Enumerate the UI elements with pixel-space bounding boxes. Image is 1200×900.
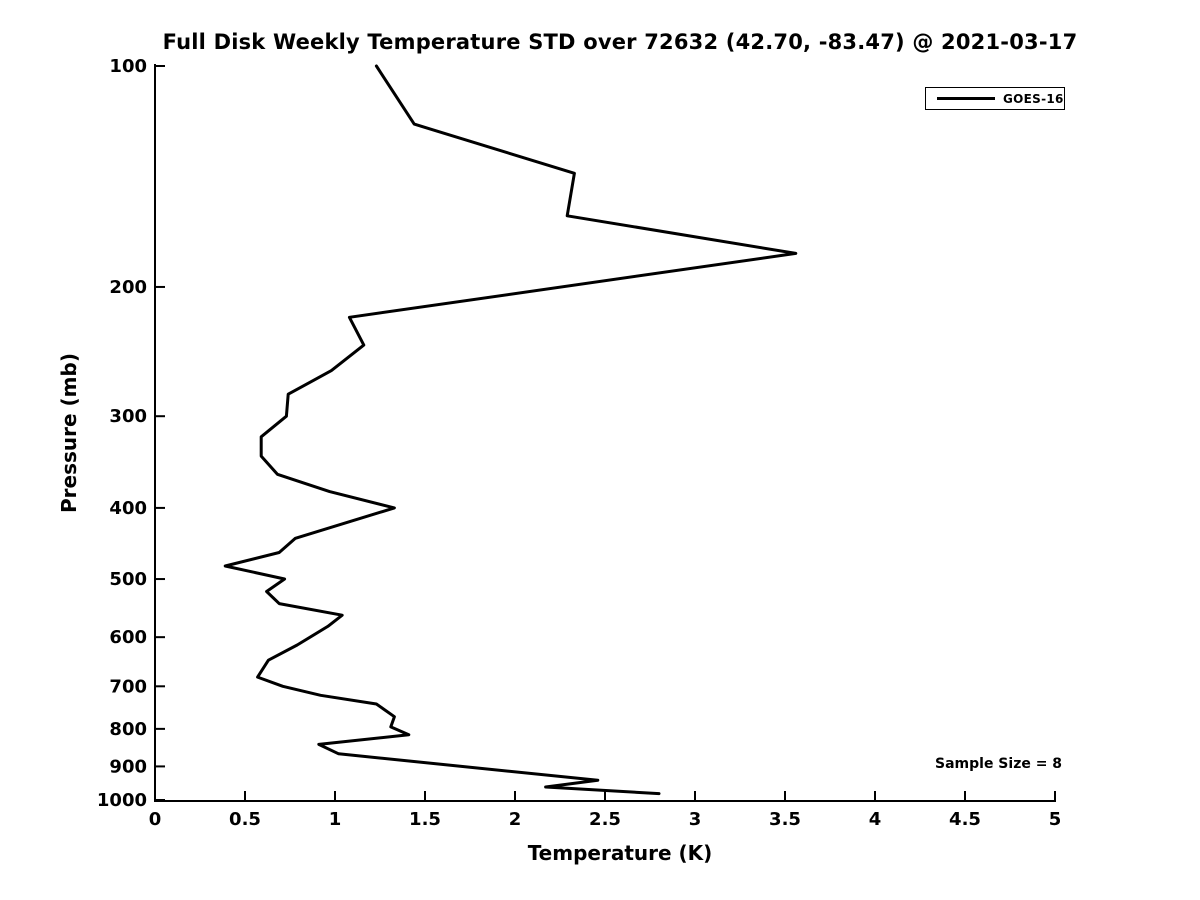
sample-size-annotation: Sample Size = 8: [935, 756, 1063, 772]
legend-label: GOES-16: [1003, 91, 1064, 106]
y-tick-label: 700: [109, 676, 147, 697]
x-tick-label: 1.5: [409, 809, 441, 830]
y-axis-label: Pressure (mb): [57, 353, 81, 513]
y-tick-label: 1000: [97, 790, 147, 811]
series-line-goes-16: [223, 64, 798, 796]
x-tick-label: 4: [869, 809, 882, 830]
x-axis-label: Temperature (K): [527, 841, 713, 865]
x-tick-label: 1: [329, 809, 342, 830]
y-tick-label: 300: [109, 406, 147, 427]
y-tick-label: 200: [109, 277, 147, 298]
x-tick-label: 0: [149, 809, 162, 830]
legend-line-swatch-icon: [937, 97, 995, 100]
y-tick-label: 900: [109, 756, 147, 777]
x-tick-label: 3.5: [769, 809, 801, 830]
x-tick-label: 2: [509, 809, 522, 830]
y-tick-label: 100: [109, 56, 147, 77]
x-tick-label: 0.5: [229, 809, 261, 830]
legend: GOES-16: [925, 87, 1065, 110]
chart-title: Full Disk Weekly Temperature STD over 72…: [162, 30, 1078, 54]
x-tick-label: 4.5: [949, 809, 981, 830]
y-tick-label: 500: [109, 569, 147, 590]
y-tick-label: 800: [109, 719, 147, 740]
y-tick-label: 600: [109, 627, 147, 648]
x-tick-label: 2.5: [589, 809, 621, 830]
x-tick-label: 5: [1049, 809, 1062, 830]
y-tick-label: 400: [109, 498, 147, 519]
x-tick-label: 3: [689, 809, 702, 830]
